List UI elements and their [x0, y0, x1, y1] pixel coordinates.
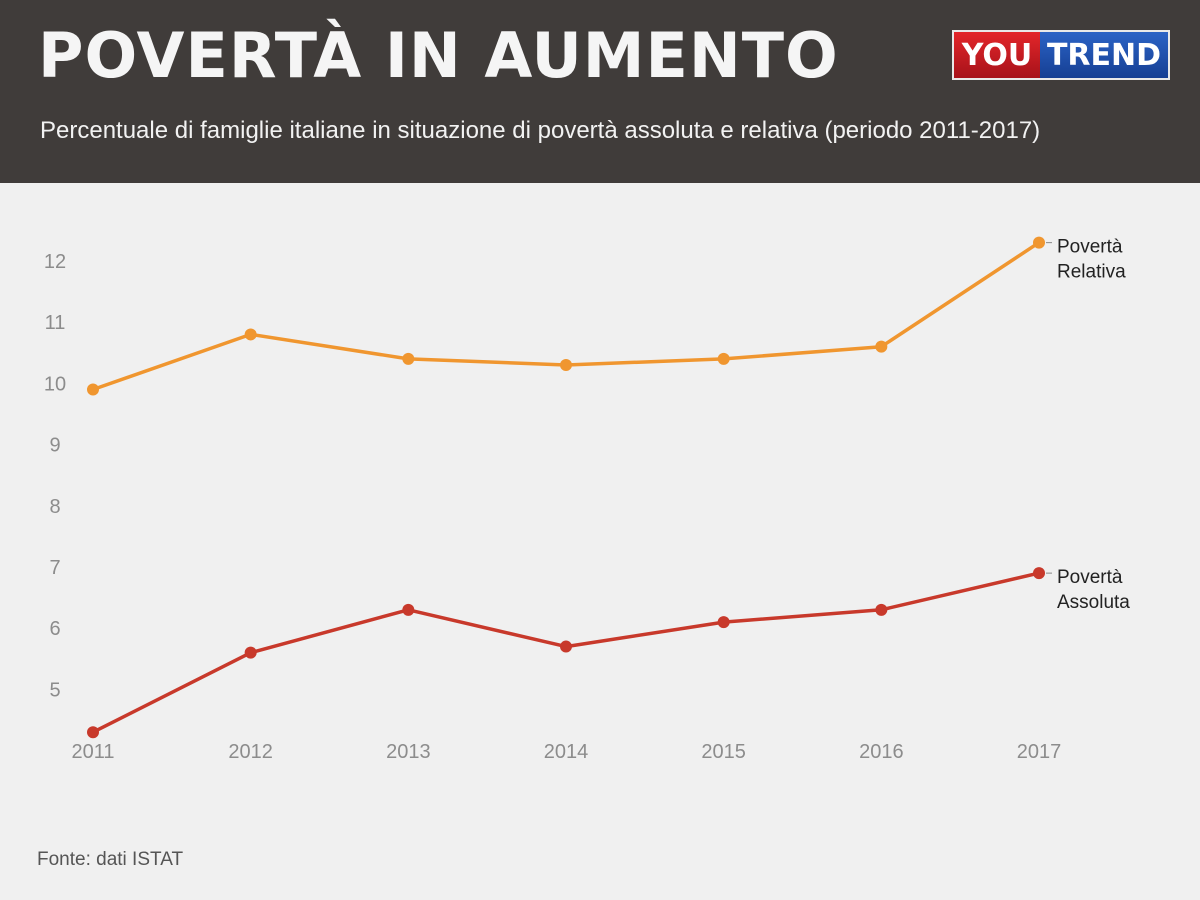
page-title: POVERTÀ IN AUMENTO: [38, 19, 839, 92]
data-point-relativa: [244, 328, 257, 341]
page-subtitle: Percentuale di famiglie italiane in situ…: [40, 117, 1041, 144]
series-label-assoluta: Assoluta: [1057, 592, 1130, 613]
data-point-assoluta: [87, 726, 99, 739]
data-point-assoluta: [402, 603, 415, 616]
y-tick-label: 7: [49, 557, 60, 579]
data-point-relativa: [402, 352, 415, 365]
y-tick-label: 5: [49, 679, 60, 701]
y-tick-label: 8: [49, 496, 60, 518]
y-tick-label: 9: [49, 435, 60, 457]
data-point-assoluta: [717, 616, 730, 629]
logo-left-text: YOU: [954, 32, 1040, 78]
data-point-assoluta: [560, 640, 572, 653]
data-point-relativa: [87, 383, 99, 396]
x-tick-label: 2014: [544, 741, 589, 763]
header-bar: POVERTÀ IN AUMENTO Percentuale di famigl…: [0, 0, 1200, 183]
series-label-relativa: Povertà: [1057, 237, 1123, 258]
y-tick-label: 11: [45, 312, 66, 334]
data-point-relativa: [560, 359, 572, 372]
line-chart: 5 6 7 8 9 10 11 12 2011 2012 2013 2014 2015 2016 2017 P…: [44, 236, 1130, 763]
logo-right-text: TREND: [1040, 32, 1168, 78]
series-line-assoluta: [92, 571, 1040, 734]
youtrend-logo: YOU TREND: [952, 30, 1170, 80]
series-label-relativa: Relativa: [1057, 262, 1126, 283]
data-point-assoluta: [244, 646, 257, 659]
data-point-relativa: [1033, 236, 1045, 249]
x-tick-label: 2013: [386, 741, 431, 763]
data-point-relativa: [717, 352, 730, 365]
x-tick-label: 2012: [228, 741, 273, 763]
x-tick-label: 2011: [71, 741, 114, 763]
x-tick-label: 2015: [701, 741, 746, 763]
data-point-assoluta: [875, 603, 888, 616]
y-tick-label: 12: [44, 251, 66, 273]
series-label-assoluta: Povertà: [1057, 567, 1123, 588]
data-point-relativa: [875, 340, 888, 353]
source-note: Fonte: dati ISTAT: [37, 849, 184, 870]
y-tick-label: 10: [44, 373, 66, 395]
data-point-assoluta: [1033, 567, 1045, 580]
y-tick-label: 6: [49, 618, 60, 640]
x-tick-label: 2017: [1017, 741, 1062, 763]
x-tick-label: 2016: [859, 741, 904, 763]
